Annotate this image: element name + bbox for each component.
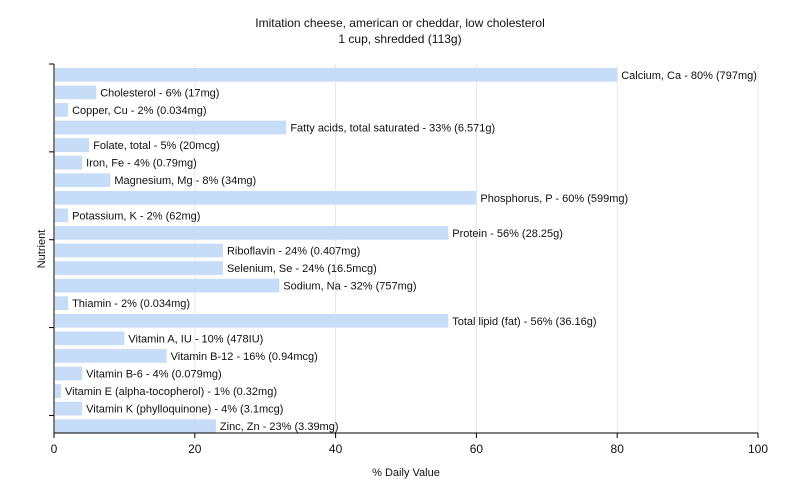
x-tick-label: 80: [611, 442, 625, 456]
bar: [55, 313, 449, 328]
bar: [55, 366, 83, 381]
bar-label: Total lipid (fat) - 56% (36.16g): [452, 316, 596, 328]
bar: [55, 226, 449, 240]
bar-label: Protein - 56% (28.25g): [452, 228, 563, 240]
bar-label: Vitamin E (alpha-tocopherol) - 1% (0.32m…: [65, 386, 277, 398]
bar-label: Selenium, Se - 24% (16.5mcg): [227, 263, 377, 275]
bar-label: Thiamin - 2% (0.034mg): [72, 298, 190, 310]
chart-subtitle: 1 cup, shredded (113g): [338, 32, 462, 46]
y-axis-title: Nutrient: [36, 230, 48, 269]
bar-label: Phosphorus, P - 60% (599mg): [480, 193, 628, 205]
bar: [55, 103, 69, 117]
bar: [55, 349, 167, 363]
chart-title: Imitation cheese, american or cheddar, l…: [255, 16, 545, 30]
bar: [55, 85, 97, 100]
bar: [55, 419, 216, 434]
bar-label: Iron, Fe - 4% (0.79mg): [86, 158, 197, 170]
bar-label: Vitamin A, IU - 10% (478IU): [128, 333, 263, 345]
bar-label: Folate, total - 5% (20mcg): [93, 140, 220, 152]
bar: [55, 190, 477, 205]
bar: [55, 331, 125, 346]
bar-label: Vitamin B-12 - 16% (0.94mcg): [171, 351, 318, 363]
bar-label: Copper, Cu - 2% (0.034mg): [72, 105, 207, 117]
bar: [55, 173, 111, 188]
axes: 0 20 40 60 80 100: [49, 63, 768, 456]
bar-label: Magnesium, Mg - 8% (34mg): [114, 175, 256, 187]
bar: [55, 243, 223, 258]
bar-label: Fatty acids, total saturated - 33% (6.57…: [290, 123, 495, 135]
x-axis-title: % Daily Value: [372, 467, 440, 479]
bar-label: Vitamin B-6 - 4% (0.079mg): [86, 369, 222, 381]
bar-label: Calcium, Ca - 80% (797mg): [621, 70, 757, 82]
bar: [55, 208, 69, 223]
bar: [55, 384, 62, 398]
bar-label: Potassium, K - 2% (62mg): [72, 210, 200, 222]
bar: [55, 155, 83, 170]
bar: [55, 401, 83, 416]
x-tick-label: 60: [470, 442, 484, 456]
bars: Calcium, Ca - 80% (797mg) Cholesterol - 6…: [55, 67, 757, 434]
x-tick-label: 20: [188, 442, 202, 456]
bar-label: Sodium, Na - 32% (757mg): [283, 281, 416, 293]
bar-label: Riboflavin - 24% (0.407mg): [227, 246, 360, 258]
bar: [55, 278, 280, 293]
bar: [55, 67, 618, 82]
x-tick-label: 100: [748, 442, 768, 456]
x-tick-label: 40: [329, 442, 343, 456]
bar: [55, 261, 223, 275]
bar-label: Zinc, Zn - 23% (3.39mg): [220, 421, 339, 433]
bar-label: Cholesterol - 6% (17mg): [100, 87, 219, 99]
bar: [55, 296, 69, 311]
bar: [55, 120, 287, 135]
bar: [55, 138, 90, 152]
bar-label: Vitamin K (phylloquinone) - 4% (3.1mcg): [86, 404, 283, 416]
x-tick-label: 0: [51, 442, 58, 456]
